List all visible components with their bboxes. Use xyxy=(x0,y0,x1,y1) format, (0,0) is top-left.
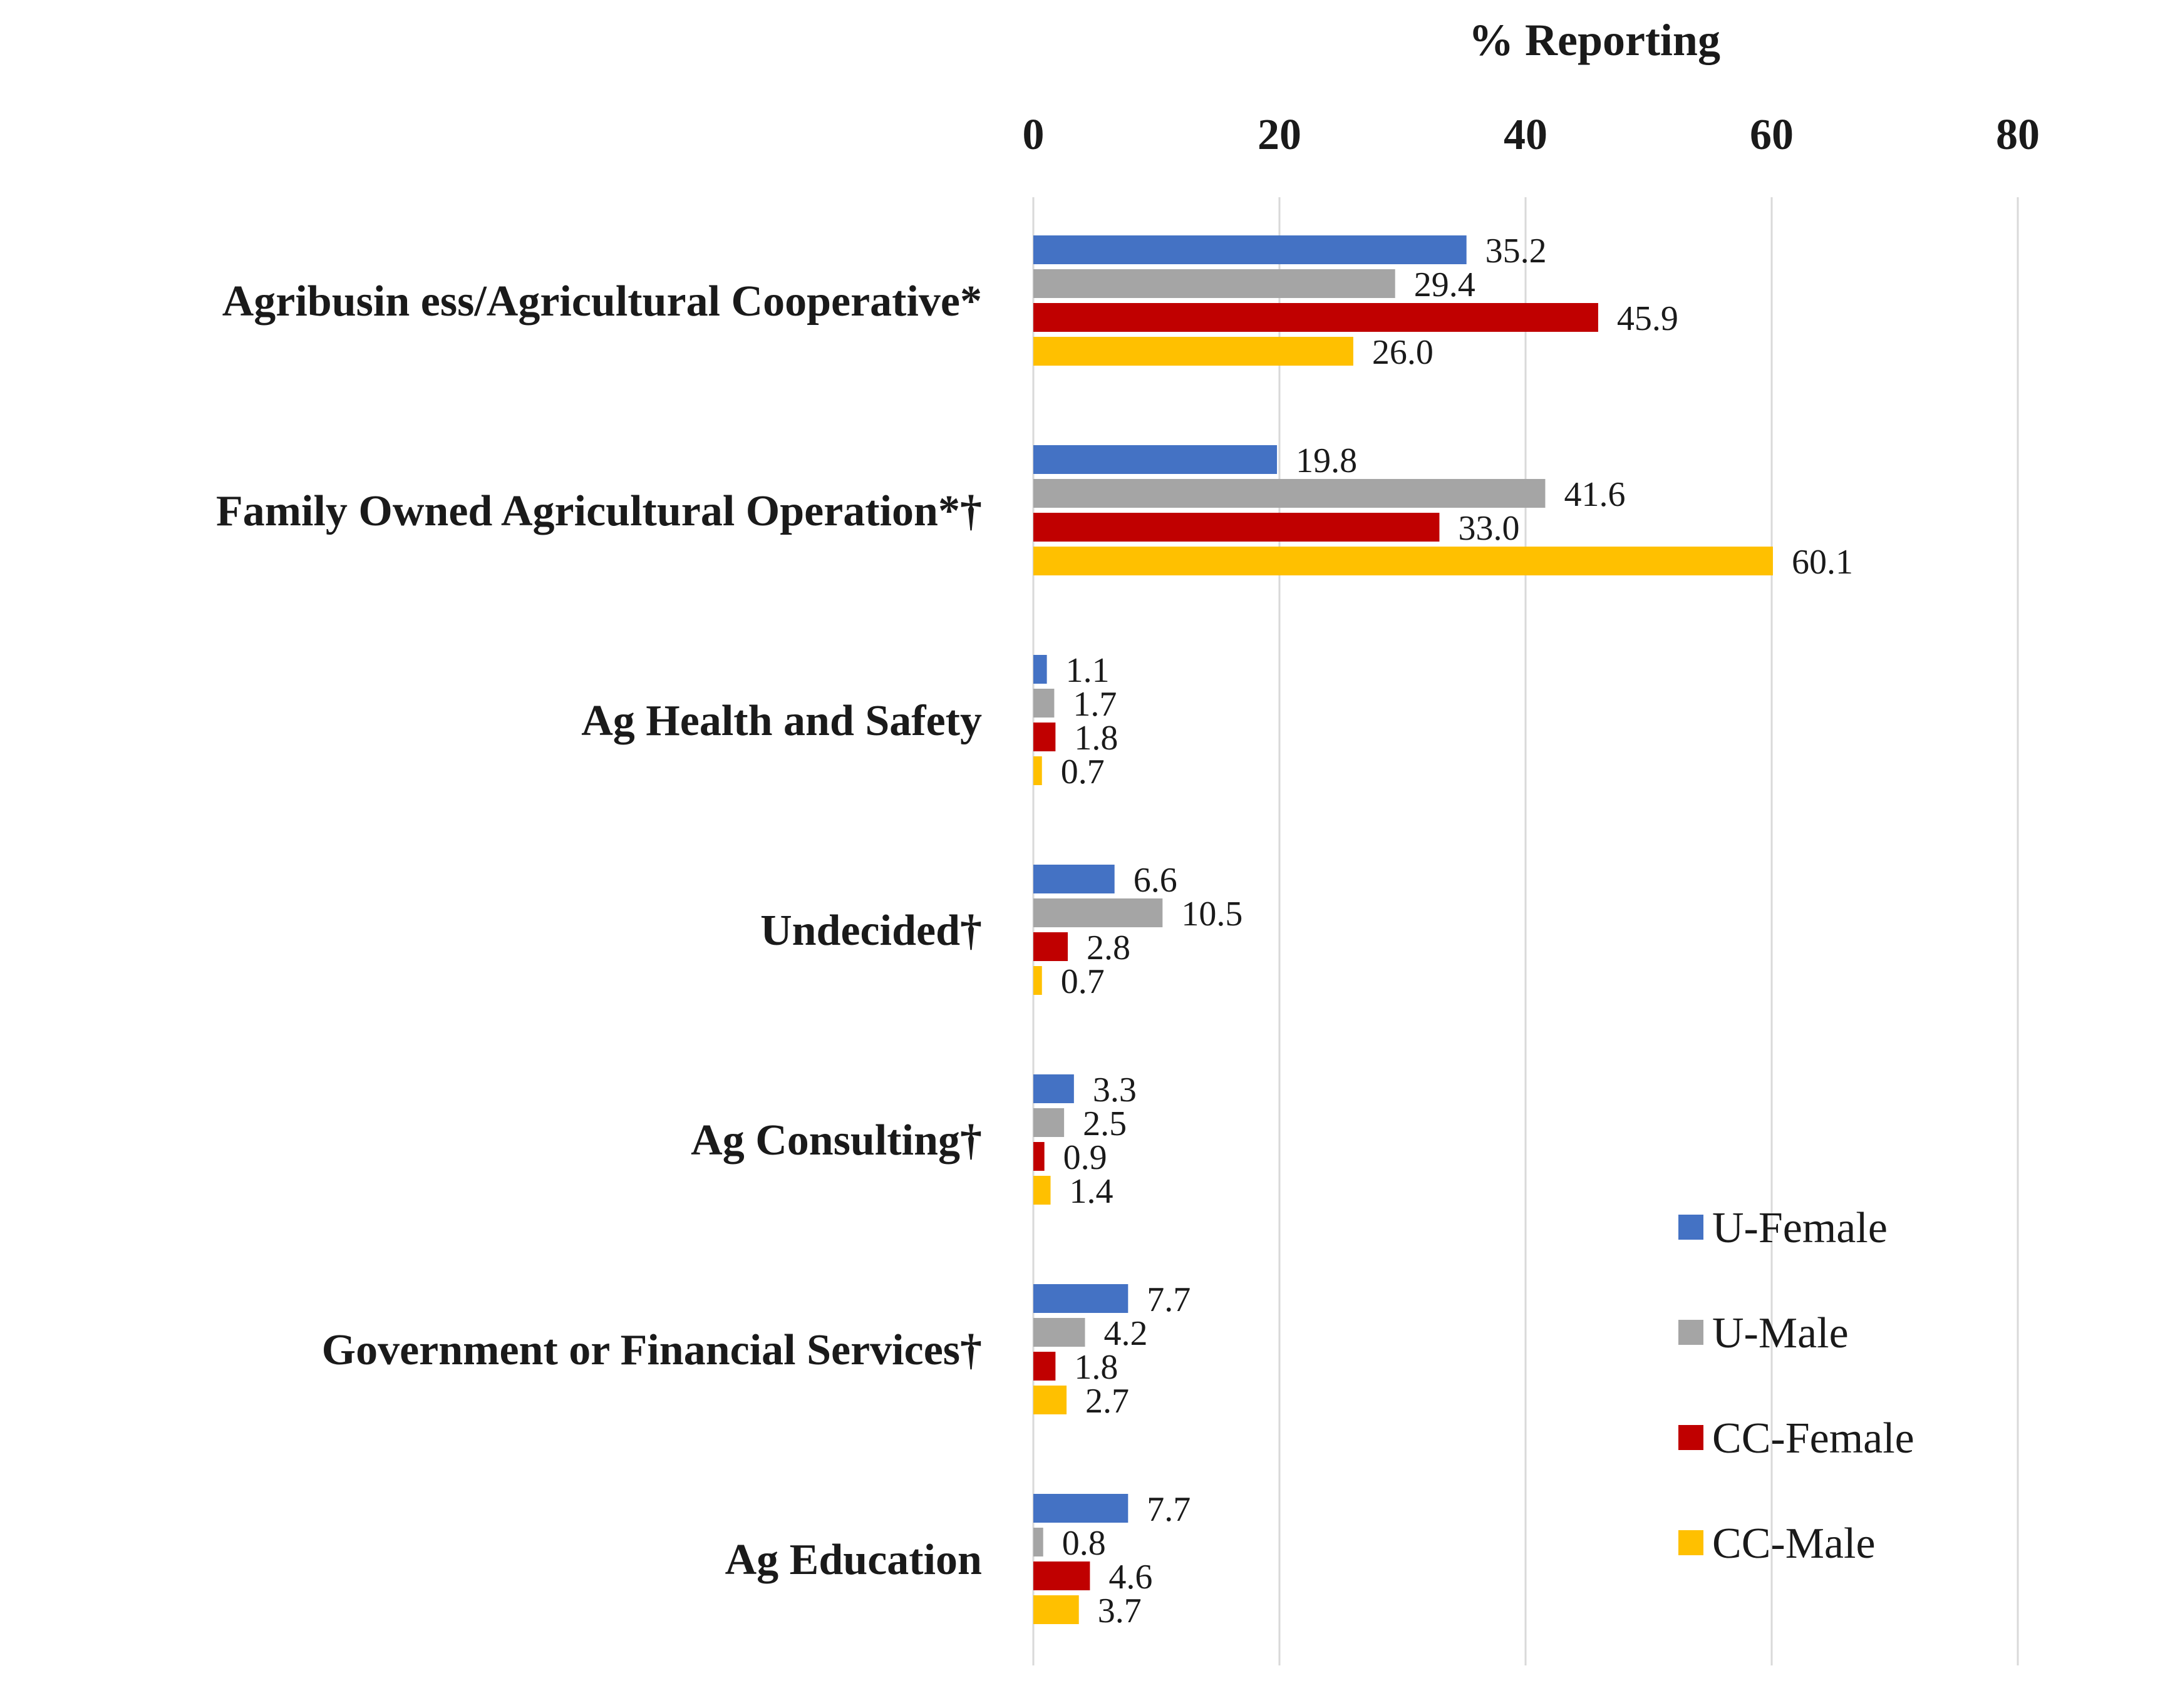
data-label: 1.8 xyxy=(1074,1348,1118,1387)
data-label: 7.7 xyxy=(1147,1490,1191,1529)
legend-label: U-Female xyxy=(1712,1204,1888,1252)
bar-u-male xyxy=(1033,689,1055,718)
bar-u-female xyxy=(1033,1284,1129,1313)
category-label: Agribusin ess/Agricultural Cooperative* xyxy=(222,277,982,326)
category-label: Family Owned Agricultural Operation*† xyxy=(216,487,982,535)
category-label: Ag Education xyxy=(725,1536,982,1584)
legend-label: CC-Female xyxy=(1712,1414,1914,1463)
data-label: 29.4 xyxy=(1414,265,1475,304)
bar-u-male xyxy=(1033,1528,1043,1556)
data-label: 1.8 xyxy=(1074,719,1118,758)
bar-cc-female xyxy=(1033,1142,1045,1171)
data-labels: 35.229.445.926.019.841.633.060.11.11.71.… xyxy=(1061,232,1853,1630)
bar-cc-male xyxy=(1033,1386,1067,1414)
data-label: 1.7 xyxy=(1073,685,1117,724)
bar-u-female xyxy=(1033,1074,1074,1103)
category-label: Ag Health and Safety xyxy=(581,697,982,745)
data-label: 7.7 xyxy=(1147,1280,1191,1319)
data-label: 1.1 xyxy=(1066,651,1110,690)
bar-cc-female xyxy=(1033,1352,1056,1381)
x-tick-label: 80 xyxy=(1996,111,2040,159)
bar-cc-male xyxy=(1033,1176,1051,1205)
data-label: 1.4 xyxy=(1070,1172,1113,1211)
bar-cc-male xyxy=(1033,547,1773,575)
data-label: 10.5 xyxy=(1181,895,1242,934)
legend: U-Female U-Male CC-Female CC-Male xyxy=(1678,1204,1914,1568)
data-label: 41.6 xyxy=(1564,475,1625,514)
data-label: 0.7 xyxy=(1061,753,1105,791)
data-label: 0.8 xyxy=(1062,1524,1106,1563)
bar-cc-female xyxy=(1033,932,1068,961)
bar-u-female xyxy=(1033,1494,1129,1523)
data-label: 26.0 xyxy=(1372,333,1434,372)
legend-label: CC-Male xyxy=(1712,1520,1876,1568)
x-axis-ticks: 0 20 40 60 80 xyxy=(1023,111,2040,159)
data-label: 33.0 xyxy=(1458,509,1519,548)
bar-cc-male xyxy=(1033,1595,1079,1624)
category-label: Ag Consulting† xyxy=(691,1116,982,1165)
bars xyxy=(1033,235,1773,1624)
bar-cc-male xyxy=(1033,756,1042,785)
category-labels: Agribusin ess/Agricultural Cooperative* F… xyxy=(216,277,982,1584)
x-axis-title: % Reporting xyxy=(1469,15,1720,65)
legend-swatch xyxy=(1678,1320,1703,1345)
x-tick-label: 40 xyxy=(1504,111,1547,159)
data-label: 4.2 xyxy=(1104,1314,1148,1353)
bar-u-male xyxy=(1033,1108,1065,1137)
bar-cc-female xyxy=(1033,1561,1090,1590)
category-label: Undecided† xyxy=(760,907,982,955)
bar-u-female xyxy=(1033,235,1467,264)
bar-cc-female xyxy=(1033,723,1056,751)
data-label: 2.8 xyxy=(1087,929,1130,967)
bar-u-female xyxy=(1033,865,1115,893)
data-label: 0.7 xyxy=(1061,962,1105,1001)
bar-cc-male xyxy=(1033,966,1042,995)
bar-u-female xyxy=(1033,655,1047,684)
data-label: 2.7 xyxy=(1085,1382,1129,1421)
x-tick-label: 0 xyxy=(1023,111,1045,159)
data-label: 2.5 xyxy=(1083,1104,1127,1143)
x-tick-label: 60 xyxy=(1750,111,1794,159)
data-label: 4.6 xyxy=(1108,1558,1152,1597)
data-label: 0.9 xyxy=(1063,1138,1107,1177)
legend-swatch xyxy=(1678,1215,1703,1240)
category-label: Government or Financial Services† xyxy=(322,1326,982,1374)
data-label: 3.3 xyxy=(1093,1071,1137,1109)
bar-u-female xyxy=(1033,445,1278,474)
bar-cc-female xyxy=(1033,303,1598,332)
bar-u-male xyxy=(1033,898,1163,927)
data-label: 19.8 xyxy=(1296,441,1357,480)
bar-cc-male xyxy=(1033,337,1353,366)
data-label: 60.1 xyxy=(1792,543,1853,582)
data-label: 45.9 xyxy=(1617,299,1678,338)
x-tick-label: 20 xyxy=(1258,111,1301,159)
legend-swatch xyxy=(1678,1530,1703,1555)
data-label: 6.6 xyxy=(1134,861,1177,900)
bar-u-male xyxy=(1033,269,1395,298)
bar-cc-female xyxy=(1033,513,1440,542)
legend-label: U-Male xyxy=(1712,1309,1849,1357)
bar-u-male xyxy=(1033,1318,1085,1347)
data-label: 3.7 xyxy=(1098,1592,1142,1630)
legend-swatch xyxy=(1678,1425,1703,1450)
bar-u-male xyxy=(1033,479,1546,508)
gridlines xyxy=(1032,197,2019,1665)
data-label: 35.2 xyxy=(1485,232,1547,270)
